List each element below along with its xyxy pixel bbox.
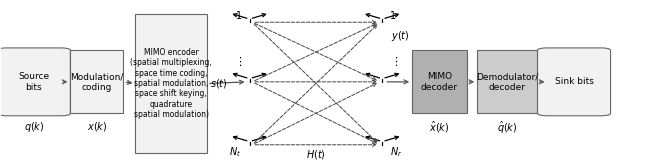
Text: $y(t)$: $y(t)$ [391,29,410,43]
Text: $\vdots$: $\vdots$ [390,55,398,68]
Text: $s(t)$: $s(t)$ [210,77,228,90]
Text: Demodulator/
decoder: Demodulator/ decoder [476,72,538,92]
FancyBboxPatch shape [412,50,467,113]
FancyBboxPatch shape [136,14,207,153]
Text: $H(t)$: $H(t)$ [306,148,326,161]
Text: $x(k)$: $x(k)$ [86,120,107,133]
Text: 1: 1 [390,11,396,21]
Text: 1: 1 [235,11,241,21]
Text: $N_t$: $N_t$ [229,146,241,159]
FancyBboxPatch shape [537,48,610,116]
FancyBboxPatch shape [70,50,124,113]
Text: $N_r$: $N_r$ [390,146,402,159]
Text: $\hat{q}(k)$: $\hat{q}(k)$ [497,120,517,136]
Text: Source
bits: Source bits [19,72,49,92]
Text: MIMO encoder
(spatial multiplexing,
space time coding,
spatial modulation,
space: MIMO encoder (spatial multiplexing, spac… [130,48,212,119]
Text: $q(k)$: $q(k)$ [23,120,44,134]
Text: $\vdots$: $\vdots$ [233,55,241,68]
FancyBboxPatch shape [0,48,70,116]
Text: $\hat{x}(k)$: $\hat{x}(k)$ [429,120,450,135]
Text: Modulation/
coding: Modulation/ coding [70,72,124,92]
Text: Sink bits: Sink bits [555,77,593,86]
FancyBboxPatch shape [477,50,537,113]
Text: MIMO
decoder: MIMO decoder [421,72,458,92]
